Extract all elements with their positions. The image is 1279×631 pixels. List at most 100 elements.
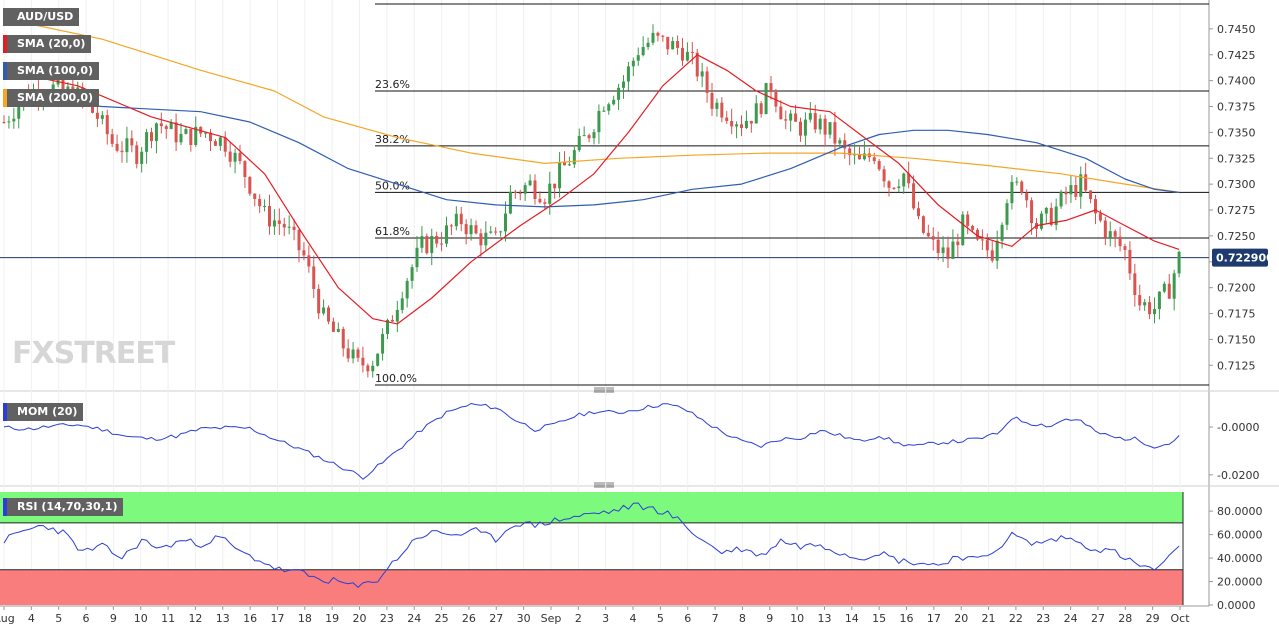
bull-candle: [523, 185, 527, 194]
bear-candle: [799, 121, 802, 136]
bear-candle: [223, 137, 227, 152]
date-tick-label: 6: [83, 612, 90, 625]
bear-candle: [1148, 302, 1152, 315]
bull-candle: [622, 81, 625, 88]
bear-candle: [779, 106, 783, 120]
bear-candle: [1030, 200, 1034, 224]
bull-candle: [1000, 224, 1004, 241]
bull-candle: [17, 104, 21, 119]
rsi-overbought-zone: [0, 492, 1183, 523]
bull-candle: [1079, 174, 1083, 197]
mom-tick-label: -0.0000: [1217, 421, 1259, 434]
bear-candle: [518, 192, 522, 194]
date-tick-label: 17: [270, 612, 284, 625]
bear-candle: [346, 348, 350, 359]
bear-candle: [61, 78, 65, 90]
bear-candle: [115, 143, 119, 151]
bull-candle: [641, 47, 645, 56]
bull-candle: [577, 135, 581, 151]
bull-candle: [607, 104, 611, 111]
bear-candle: [174, 122, 178, 143]
bull-candle: [420, 236, 424, 248]
bull-candle: [233, 152, 237, 162]
bear-candle: [105, 115, 109, 135]
price-tick-label: 0.7150: [1217, 333, 1256, 346]
bear-candle: [720, 102, 724, 118]
bear-candle: [892, 187, 896, 189]
date-tick-label: 26: [462, 612, 476, 625]
bear-candle: [1103, 220, 1107, 238]
bear-candle: [248, 176, 252, 194]
bear-candle: [1133, 273, 1137, 296]
bull-candle: [218, 137, 222, 146]
bear-candle: [661, 35, 665, 37]
bear-candle: [740, 124, 743, 128]
bear-candle: [730, 121, 734, 127]
rsi-tick-label: 60.0000: [1217, 529, 1263, 542]
rsi-label[interactable]: RSI (14,70,30,1): [3, 498, 124, 516]
bull-candle: [386, 319, 389, 334]
bull-candle: [405, 280, 409, 299]
date-tick-label: 27: [489, 612, 503, 625]
rsi-line: [3, 502, 1180, 588]
bear-candle: [110, 134, 114, 144]
bear-candle: [277, 220, 281, 224]
bear-candle: [882, 169, 886, 182]
sma100-label[interactable]: SMA (100,0): [3, 62, 100, 80]
bear-candle: [912, 183, 916, 209]
bear-candle: [848, 148, 852, 156]
bear-candle: [543, 202, 547, 204]
bear-candle: [479, 233, 483, 246]
sma200-label[interactable]: SMA (200,0): [3, 89, 100, 107]
bear-candle: [769, 83, 773, 93]
current-price-tag: [1212, 248, 1268, 267]
date-tick-label: 10: [790, 612, 804, 625]
bear-candle: [120, 150, 124, 153]
date-tick-label: 5: [55, 612, 62, 625]
date-tick-label: 20: [353, 612, 367, 625]
bull-candle: [862, 153, 866, 160]
sma100-line: [3, 95, 1180, 208]
bear-candle: [976, 229, 979, 240]
sma20-label[interactable]: SMA (20,0): [3, 35, 92, 53]
bear-candle: [164, 126, 168, 129]
bear-candle: [317, 288, 321, 314]
bull-candle: [154, 123, 158, 142]
bear-candle: [159, 123, 163, 127]
bull-candle: [12, 118, 16, 122]
price-tick-label: 0.7325: [1217, 152, 1256, 165]
date-tick-label: Sep: [541, 612, 562, 625]
date-tick-label: 9: [766, 612, 773, 625]
bear-candle: [307, 255, 311, 267]
momentum-line: [3, 403, 1180, 480]
bear-candle: [91, 103, 94, 113]
symbol-label[interactable]: AUD/USD: [3, 8, 80, 26]
bear-candle: [887, 181, 891, 188]
bear-candle: [794, 113, 798, 122]
price-tick-label: 0.7200: [1217, 282, 1256, 295]
bear-candle: [494, 231, 498, 233]
bull-candle: [567, 164, 571, 166]
bull-candle: [336, 328, 340, 332]
fibonacci-label: 38.2%: [375, 133, 410, 146]
bull-candle: [700, 71, 704, 77]
bull-candle: [636, 55, 640, 61]
fibonacci-label: 100.0%: [375, 372, 417, 385]
price-tick-label: 0.7300: [1217, 178, 1256, 191]
bull-candle: [66, 86, 70, 90]
bear-candle: [725, 117, 729, 122]
bear-candle: [1074, 185, 1078, 197]
bear-candle: [189, 129, 193, 146]
mom-label[interactable]: MOM (20): [3, 403, 84, 421]
bear-candle: [312, 266, 316, 289]
bull-candle: [272, 220, 276, 227]
bull-candle: [7, 121, 11, 123]
date-tick-label: 3: [602, 612, 609, 625]
bull-candle: [631, 60, 635, 67]
bull-candle: [145, 132, 149, 152]
bull-candle: [169, 122, 173, 129]
bull-candle: [951, 241, 955, 259]
date-tick-label: 25: [435, 612, 449, 625]
bear-candle: [282, 223, 286, 228]
